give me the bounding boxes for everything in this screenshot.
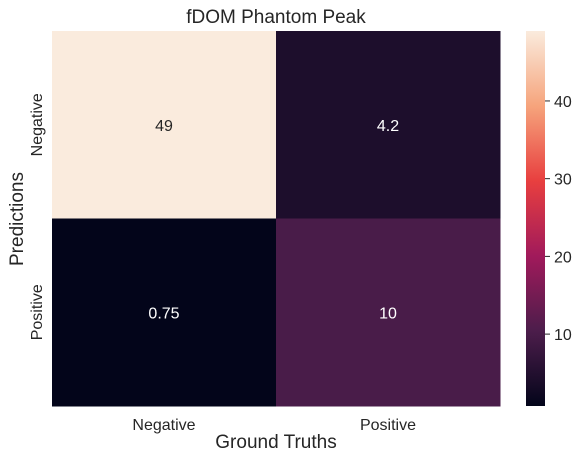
colorbar-tick-label: 40 [554,94,572,111]
y-tick-label: Negative [29,93,46,156]
y-tick-label: Positive [29,284,46,340]
colorbar-ticks: 10 20 30 40 [545,94,572,344]
x-tick-label: Negative [132,417,195,434]
heatmap-cell [52,218,277,407]
heatmap-cells [52,31,501,407]
heatmap-cell [276,31,501,219]
cell-value-label: 10 [379,305,397,322]
cell-value-label: 49 [155,118,173,135]
cell-value-label: 0.75 [148,305,179,322]
y-tick-labels: Negative Positive [29,93,46,340]
colorbar-tick-label: 30 [554,172,572,189]
x-tick-label: Positive [360,417,416,434]
colorbar-tick-label: 20 [554,249,572,266]
heatmap-cell [52,31,277,219]
x-axis-label: Ground Truths [215,432,336,453]
cell-value-label: 4.2 [377,118,399,135]
y-axis-label: Predictions [7,172,28,266]
cell-value-labels: 49 4.2 0.75 10 [148,118,399,323]
colorbar [526,31,545,406]
x-tick-labels: Negative Positive [132,417,416,434]
colorbar-tick-label: 10 [554,327,572,344]
heatmap-cell [276,218,501,407]
chart-title: fDOM Phantom Peak [186,7,366,28]
